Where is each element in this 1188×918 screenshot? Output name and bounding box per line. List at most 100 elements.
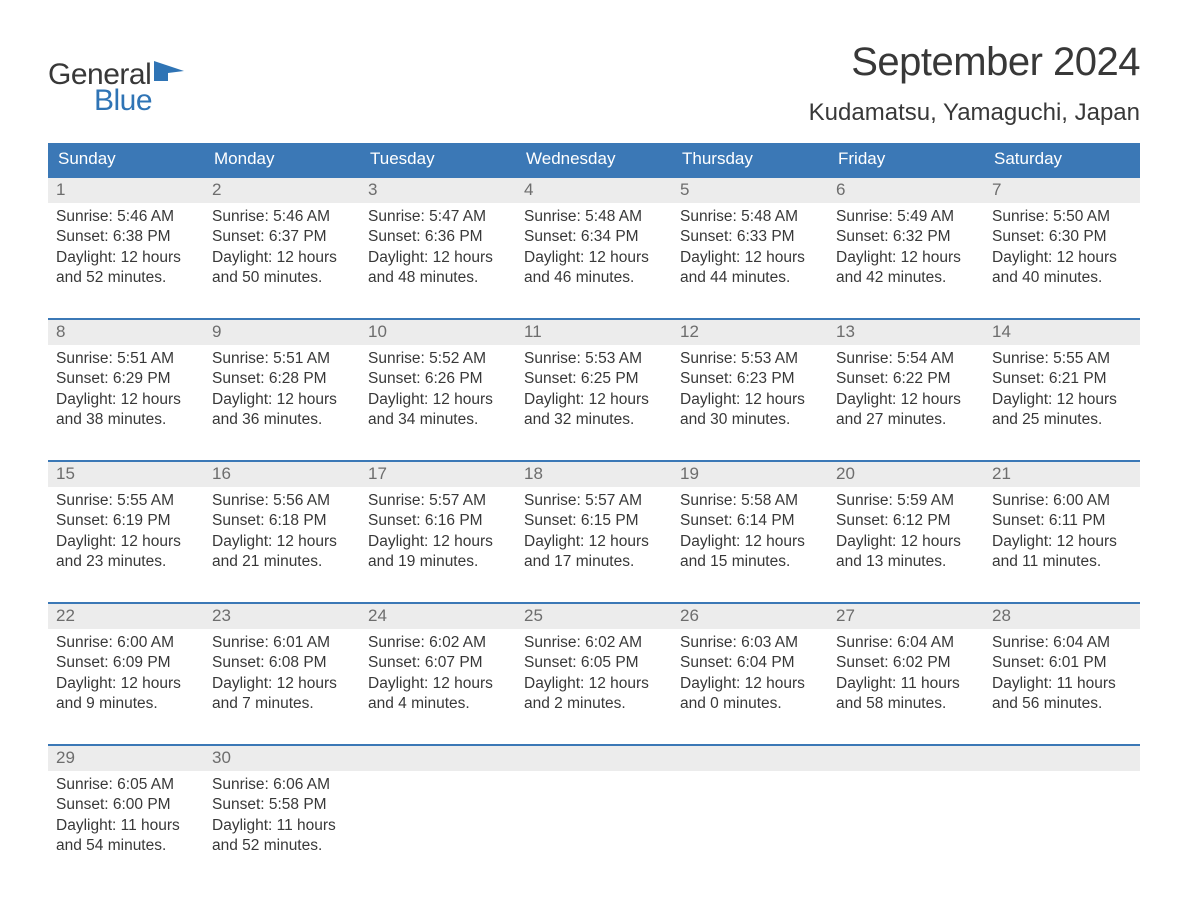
day-of-week-cell: Saturday	[984, 143, 1140, 176]
daylight-text: Daylight: 12 hours	[524, 674, 664, 694]
day-of-week-cell: Sunday	[48, 143, 204, 176]
sunset-text: Sunset: 6:36 PM	[368, 227, 508, 247]
sunset-text: Sunset: 6:14 PM	[680, 511, 820, 531]
day-of-week-cell: Thursday	[672, 143, 828, 176]
sunrise-text: Sunrise: 6:02 AM	[524, 633, 664, 653]
day-details: Sunrise: 5:51 AMSunset: 6:29 PMDaylight:…	[48, 345, 204, 439]
day-cell: 19Sunrise: 5:58 AMSunset: 6:14 PMDayligh…	[672, 462, 828, 588]
sunrise-text: Sunrise: 5:48 AM	[680, 207, 820, 227]
day-number: 14	[984, 320, 1140, 345]
daylight-text: Daylight: 12 hours	[680, 532, 820, 552]
day-number: 12	[672, 320, 828, 345]
day-cell	[828, 746, 984, 872]
day-cell	[516, 746, 672, 872]
day-details: Sunrise: 6:03 AMSunset: 6:04 PMDaylight:…	[672, 629, 828, 723]
sunrise-text: Sunrise: 5:52 AM	[368, 349, 508, 369]
sunset-text: Sunset: 6:05 PM	[524, 653, 664, 673]
sunset-text: Sunset: 6:04 PM	[680, 653, 820, 673]
daylight-text: and 0 minutes.	[680, 694, 820, 714]
sunrise-text: Sunrise: 5:57 AM	[524, 491, 664, 511]
day-number: 10	[360, 320, 516, 345]
brand-blue: Blue	[94, 84, 186, 118]
sunrise-text: Sunrise: 6:02 AM	[368, 633, 508, 653]
daylight-text: and 52 minutes.	[56, 268, 196, 288]
sunrise-text: Sunrise: 6:04 AM	[992, 633, 1132, 653]
day-details: Sunrise: 6:05 AMSunset: 6:00 PMDaylight:…	[48, 771, 204, 865]
sunset-text: Sunset: 6:21 PM	[992, 369, 1132, 389]
day-details: Sunrise: 5:49 AMSunset: 6:32 PMDaylight:…	[828, 203, 984, 297]
calendar: SundayMondayTuesdayWednesdayThursdayFrid…	[48, 143, 1140, 872]
sunrise-text: Sunrise: 5:50 AM	[992, 207, 1132, 227]
daylight-text: Daylight: 12 hours	[992, 390, 1132, 410]
day-number: 27	[828, 604, 984, 629]
sunrise-text: Sunrise: 6:01 AM	[212, 633, 352, 653]
daylight-text: and 40 minutes.	[992, 268, 1132, 288]
day-cell: 21Sunrise: 6:00 AMSunset: 6:11 PMDayligh…	[984, 462, 1140, 588]
sunrise-text: Sunrise: 5:55 AM	[992, 349, 1132, 369]
day-number: 30	[204, 746, 360, 771]
day-cell: 24Sunrise: 6:02 AMSunset: 6:07 PMDayligh…	[360, 604, 516, 730]
sunset-text: Sunset: 6:01 PM	[992, 653, 1132, 673]
day-number: 17	[360, 462, 516, 487]
sunset-text: Sunset: 6:19 PM	[56, 511, 196, 531]
day-cell: 9Sunrise: 5:51 AMSunset: 6:28 PMDaylight…	[204, 320, 360, 446]
sunrise-text: Sunrise: 6:06 AM	[212, 775, 352, 795]
daylight-text: and 11 minutes.	[992, 552, 1132, 572]
daylight-text: and 46 minutes.	[524, 268, 664, 288]
daylight-text: and 42 minutes.	[836, 268, 976, 288]
day-details: Sunrise: 5:55 AMSunset: 6:19 PMDaylight:…	[48, 487, 204, 581]
daylight-text: Daylight: 12 hours	[56, 532, 196, 552]
day-number: 25	[516, 604, 672, 629]
sunrise-text: Sunrise: 5:47 AM	[368, 207, 508, 227]
day-cell: 13Sunrise: 5:54 AMSunset: 6:22 PMDayligh…	[828, 320, 984, 446]
day-details: Sunrise: 6:02 AMSunset: 6:05 PMDaylight:…	[516, 629, 672, 723]
day-cell: 17Sunrise: 5:57 AMSunset: 6:16 PMDayligh…	[360, 462, 516, 588]
daylight-text: and 15 minutes.	[680, 552, 820, 572]
sunset-text: Sunset: 6:23 PM	[680, 369, 820, 389]
daylight-text: and 27 minutes.	[836, 410, 976, 430]
day-details: Sunrise: 5:57 AMSunset: 6:16 PMDaylight:…	[360, 487, 516, 581]
sunset-text: Sunset: 6:18 PM	[212, 511, 352, 531]
day-number: 1	[48, 178, 204, 203]
day-cell: 14 Sunrise: 5:55 AMSunset: 6:21 PMDayligh…	[984, 320, 1140, 446]
header: General Blue September 2024 Kudamatsu, Y…	[48, 40, 1140, 127]
day-details: Sunrise: 5:57 AMSunset: 6:15 PMDaylight:…	[516, 487, 672, 581]
day-details: Sunrise: 5:48 AMSunset: 6:33 PMDaylight:…	[672, 203, 828, 297]
day-cell: 8Sunrise: 5:51 AMSunset: 6:29 PMDaylight…	[48, 320, 204, 446]
sunset-text: Sunset: 5:58 PM	[212, 795, 352, 815]
sunset-text: Sunset: 6:25 PM	[524, 369, 664, 389]
day-cell: 29Sunrise: 6:05 AMSunset: 6:00 PMDayligh…	[48, 746, 204, 872]
daylight-text: Daylight: 11 hours	[992, 674, 1132, 694]
day-details: Sunrise: 6:04 AMSunset: 6:01 PMDaylight:…	[984, 629, 1140, 723]
daylight-text: and 21 minutes.	[212, 552, 352, 572]
day-cell: 6Sunrise: 5:49 AMSunset: 6:32 PMDaylight…	[828, 178, 984, 304]
sunrise-text: Sunrise: 5:58 AM	[680, 491, 820, 511]
day-number	[516, 746, 672, 771]
day-cell	[672, 746, 828, 872]
day-cell: 26Sunrise: 6:03 AMSunset: 6:04 PMDayligh…	[672, 604, 828, 730]
daylight-text: Daylight: 11 hours	[836, 674, 976, 694]
day-of-week-header: SundayMondayTuesdayWednesdayThursdayFrid…	[48, 143, 1140, 176]
daylight-text: Daylight: 12 hours	[56, 248, 196, 268]
day-number: 28	[984, 604, 1140, 629]
sunrise-text: Sunrise: 6:05 AM	[56, 775, 196, 795]
day-cell: 7Sunrise: 5:50 AMSunset: 6:30 PMDaylight…	[984, 178, 1140, 304]
day-cell: 11Sunrise: 5:53 AMSunset: 6:25 PMDayligh…	[516, 320, 672, 446]
sunrise-text: Sunrise: 5:59 AM	[836, 491, 976, 511]
sunset-text: Sunset: 6:26 PM	[368, 369, 508, 389]
daylight-text: and 23 minutes.	[56, 552, 196, 572]
daylight-text: Daylight: 12 hours	[680, 248, 820, 268]
day-number: 18	[516, 462, 672, 487]
sunset-text: Sunset: 6:33 PM	[680, 227, 820, 247]
daylight-text: and 38 minutes.	[56, 410, 196, 430]
day-number: 8	[48, 320, 204, 345]
week-row: 29Sunrise: 6:05 AMSunset: 6:00 PMDayligh…	[48, 744, 1140, 872]
daylight-text: Daylight: 12 hours	[368, 532, 508, 552]
daylight-text: Daylight: 12 hours	[56, 674, 196, 694]
day-details: Sunrise: 5:52 AMSunset: 6:26 PMDaylight:…	[360, 345, 516, 439]
sunset-text: Sunset: 6:38 PM	[56, 227, 196, 247]
daylight-text: and 30 minutes.	[680, 410, 820, 430]
day-cell	[984, 746, 1140, 872]
day-of-week-cell: Friday	[828, 143, 984, 176]
day-details: Sunrise: 5:53 AMSunset: 6:23 PMDaylight:…	[672, 345, 828, 439]
